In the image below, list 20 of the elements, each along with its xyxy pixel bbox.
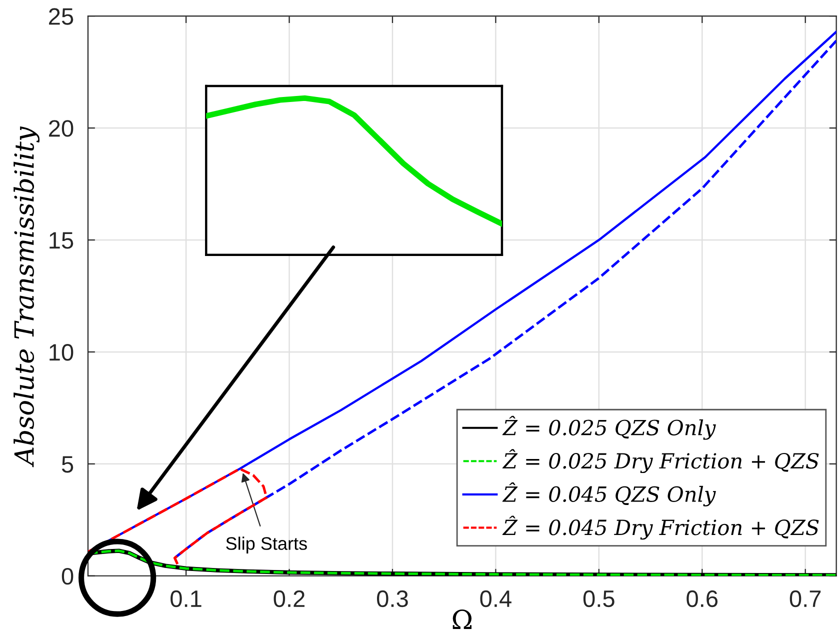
y-tick-label: 5 xyxy=(62,456,74,473)
legend-label: Ẑ = 0.045 Dry Friction + QZS xyxy=(502,516,819,540)
x-tick-label: 0.6 xyxy=(686,590,718,608)
x-tick-label: 0.3 xyxy=(376,590,408,608)
x-axis-title: Ω xyxy=(452,609,472,630)
x-tick-label: 0.4 xyxy=(480,590,512,608)
y-tick-label: 15 xyxy=(50,232,74,249)
legend-label: Ẑ = 0.025 Dry Friction + QZS xyxy=(502,449,819,474)
y-tick-label: 10 xyxy=(50,344,74,361)
x-tick-label: 0.2 xyxy=(274,590,304,608)
y-axis-title: Absolute Transmissibility xyxy=(14,126,40,468)
x-tick-label: 0.1 xyxy=(170,590,202,608)
annotation: Slip Starts xyxy=(226,536,307,554)
y-tick-label: 20 xyxy=(49,120,74,137)
legend-label: Ẑ = 0.025 QZS Only xyxy=(502,416,716,440)
y-tick-label: 0 xyxy=(62,568,74,585)
x-tick-label: 0.5 xyxy=(583,590,614,608)
legend-label: Ẑ = 0.045 QZS Only xyxy=(502,482,716,506)
x-tick-label: 0.7 xyxy=(790,590,821,608)
y-tick-label: 25 xyxy=(49,8,74,25)
